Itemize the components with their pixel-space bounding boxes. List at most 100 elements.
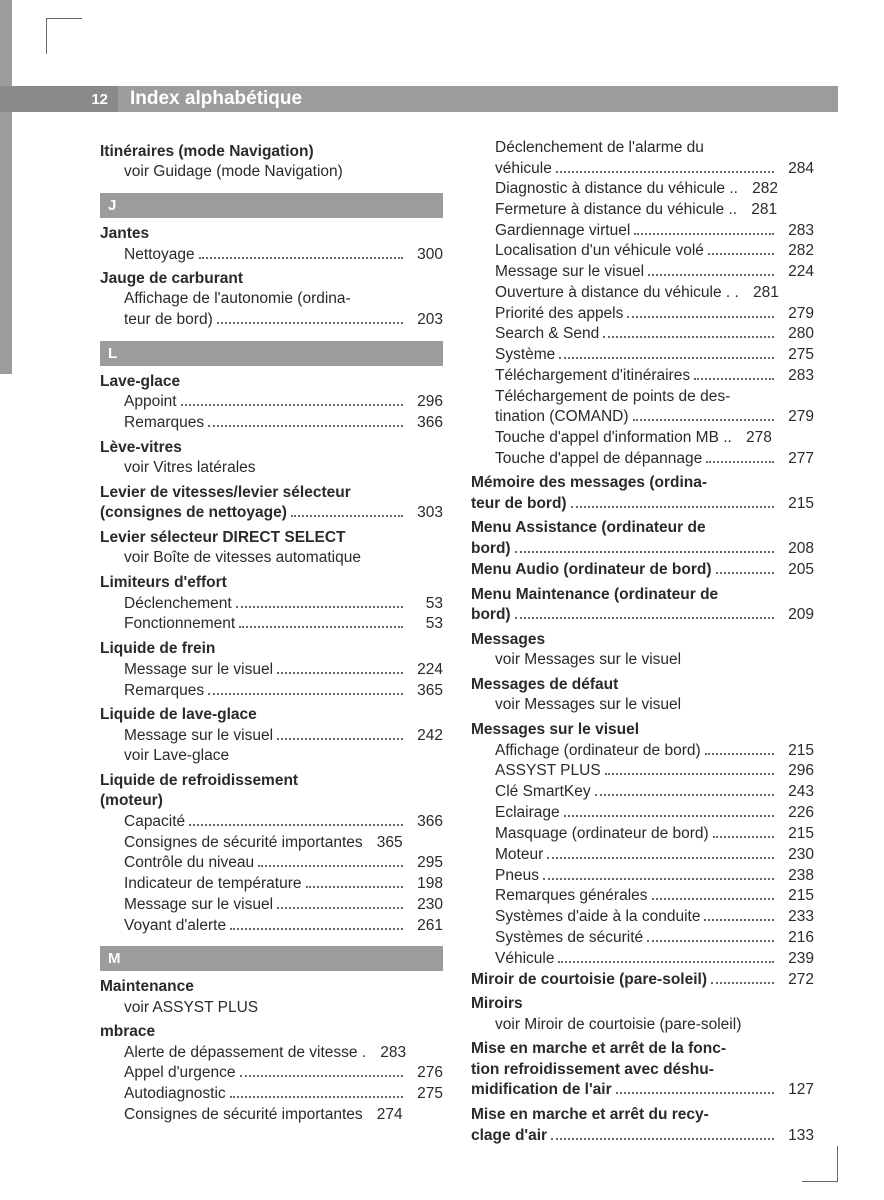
index-label: Alerte de dépassement de vitesse . xyxy=(124,1043,366,1063)
index-page: 238 xyxy=(778,866,814,886)
index-head-row: bord)208 xyxy=(471,539,814,560)
index-page: 203 xyxy=(407,310,443,330)
index-page: 275 xyxy=(778,345,814,365)
index-page: 296 xyxy=(407,392,443,412)
index-head-row: Menu Audio (ordinateur de bord)205 xyxy=(471,560,814,581)
leader xyxy=(230,1084,403,1098)
index-head: Miroirs xyxy=(471,994,814,1014)
leader xyxy=(217,310,403,324)
index-head: Maintenance xyxy=(100,977,443,997)
index-sub: Pneus238 xyxy=(471,865,814,886)
leader xyxy=(705,740,774,754)
index-page: 283 xyxy=(778,221,814,241)
index-label: Gardiennage virtuel xyxy=(495,221,630,241)
index-sub: Consignes de sécurité importantes365 xyxy=(100,833,443,853)
index-sub: teur de bord)203 xyxy=(100,310,443,331)
index-sub: Téléchargement d'itinéraires283 xyxy=(471,366,814,387)
index-label: Masquage (ordinateur de bord) xyxy=(495,824,709,844)
left-column: Itinéraires (mode Navigation) voir Guida… xyxy=(100,138,443,1140)
index-page: 274 xyxy=(367,1105,403,1125)
index-head: Jauge de carburant xyxy=(100,269,443,289)
index-page: 365 xyxy=(407,681,443,701)
index-see: voir Vitres latérales xyxy=(100,458,443,478)
index-see: voir Boîte de vitesses automatique xyxy=(100,548,443,568)
index-sub: Touche d'appel de dépannage277 xyxy=(471,448,814,469)
index-label: Nettoyage xyxy=(124,245,195,265)
index-head-row: teur de bord)215 xyxy=(471,494,814,515)
index-sub: Capacité366 xyxy=(100,812,443,833)
index-page: 243 xyxy=(778,782,814,802)
index-sub: Gardiennage virtuel 283 xyxy=(471,220,814,241)
index-page: 208 xyxy=(778,539,814,559)
index-label: Touche d'appel de dépannage xyxy=(495,449,702,469)
index-see: voir Miroir de courtoisie (pare-soleil) xyxy=(471,1015,814,1035)
index-sub: Affichage (ordinateur de bord)215 xyxy=(471,740,814,761)
crop-mark xyxy=(837,1146,838,1182)
side-tab xyxy=(0,0,12,374)
index-head: Itinéraires (mode Navigation) xyxy=(100,142,443,162)
index-label: Appoint xyxy=(124,392,177,412)
page-number: 12 xyxy=(0,86,118,112)
index-label: Consignes de sécurité importantes xyxy=(124,833,363,853)
index-label: Autodiagnostic xyxy=(124,1084,226,1104)
leader xyxy=(694,366,774,380)
index-label: Message sur le visuel xyxy=(124,660,273,680)
index-page: 205 xyxy=(778,560,814,580)
index-sub: Message sur le visuel230 xyxy=(100,895,443,916)
leader xyxy=(515,539,774,553)
leader xyxy=(291,503,403,517)
leader xyxy=(306,874,404,888)
leader xyxy=(208,413,403,427)
index-page: 261 xyxy=(407,916,443,936)
leader xyxy=(605,761,774,775)
index-label: bord) xyxy=(471,605,511,625)
leader xyxy=(713,824,774,838)
index-label: Capacité xyxy=(124,812,185,832)
leader xyxy=(230,916,403,930)
index-label: Ouverture à distance du véhicule . . xyxy=(495,283,739,303)
index-page: 230 xyxy=(778,845,814,865)
index-head: Lave-glace xyxy=(100,372,443,392)
index-page: 224 xyxy=(407,660,443,680)
index-label: Système xyxy=(495,345,555,365)
index-sub: Systèmes de sécurité216 xyxy=(471,928,814,949)
index-columns: Itinéraires (mode Navigation) voir Guida… xyxy=(100,138,814,1140)
index-see: voir ASSYST PLUS xyxy=(100,998,443,1018)
index-label: Miroir de courtoisie (pare-soleil) xyxy=(471,970,707,990)
index-page: 282 xyxy=(742,179,778,199)
leader xyxy=(711,969,774,983)
index-label: Voyant d'alerte xyxy=(124,916,226,936)
index-page: 281 xyxy=(743,283,779,303)
index-label: Systèmes d'aide à la conduite xyxy=(495,907,700,927)
index-sub: Message sur le visuel 224 xyxy=(100,659,443,680)
index-head: Jantes xyxy=(100,224,443,244)
index-head-row: midification de l'air127 xyxy=(471,1080,814,1101)
index-label: Touche d'appel d'information MB .. xyxy=(495,428,732,448)
index-label: Systèmes de sécurité xyxy=(495,928,643,948)
index-head: Limiteurs d'effort xyxy=(100,573,443,593)
index-page: 272 xyxy=(778,970,814,990)
leader xyxy=(543,865,774,879)
index-head: Messages sur le visuel xyxy=(471,720,814,740)
index-label: Localisation d'un véhicule volé xyxy=(495,241,704,261)
index-sub: Remarques365 xyxy=(100,680,443,701)
index-sub: Autodiagnostic275 xyxy=(100,1084,443,1105)
leader xyxy=(603,324,774,338)
index-see: voir Guidage (mode Navigation) xyxy=(100,162,443,182)
index-sub: Eclairage226 xyxy=(471,803,814,824)
index-page: 215 xyxy=(778,824,814,844)
index-head: Liquide de refroidissement xyxy=(100,771,443,791)
leader xyxy=(199,244,403,258)
index-label: Affichage (ordinateur de bord) xyxy=(495,741,701,761)
index-label: tination (COMAND) xyxy=(495,407,629,427)
index-label: Remarques générales xyxy=(495,886,648,906)
crop-mark xyxy=(46,18,47,54)
crop-mark xyxy=(46,18,82,19)
index-sub: Systèmes d'aide à la conduite233 xyxy=(471,907,814,928)
leader xyxy=(208,680,403,694)
leader xyxy=(236,593,403,607)
index-head: (moteur) xyxy=(100,791,443,811)
leader xyxy=(633,407,775,421)
index-sub: Contrôle du niveau295 xyxy=(100,853,443,874)
index-sub: Déclenchement53 xyxy=(100,593,443,614)
